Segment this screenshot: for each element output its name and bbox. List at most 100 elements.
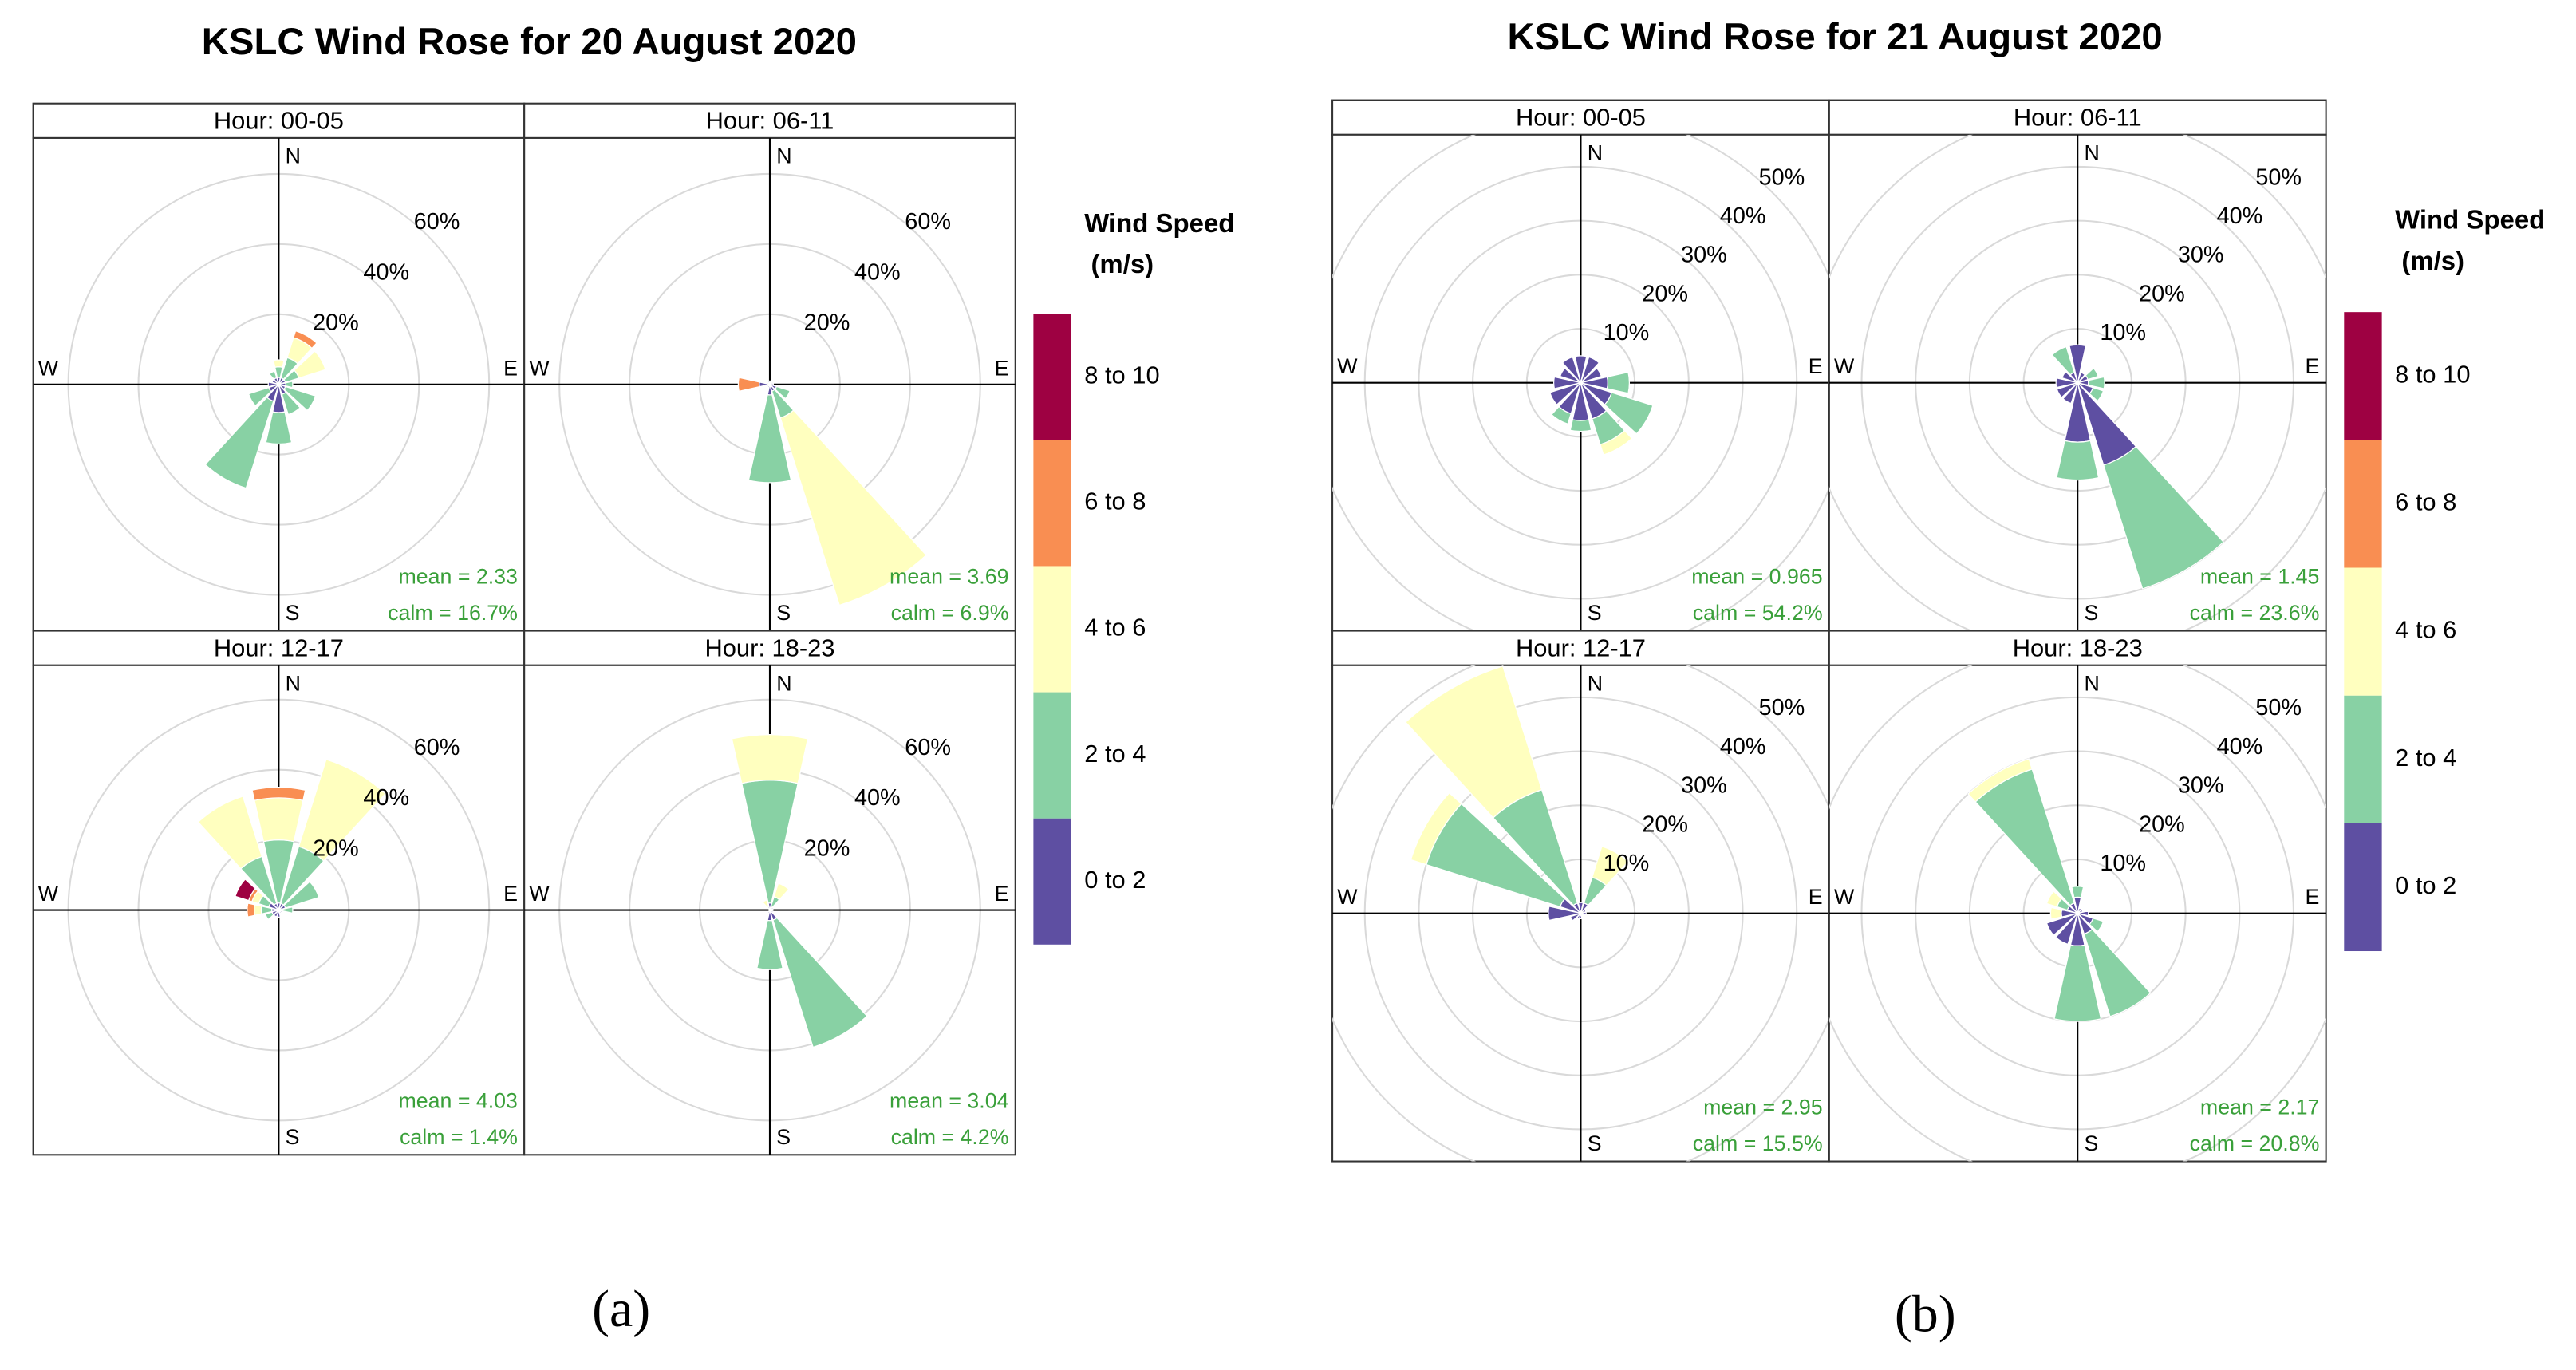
panel-plot: 20%40%60%: [33, 137, 525, 631]
panel-plot: 10% 20% 30% 40% 50%: [1828, 134, 2326, 631]
calm-label: calm = 15.5%: [1693, 1131, 1823, 1155]
wedge: [247, 386, 272, 407]
panel-title: Hour: 18-23: [2013, 634, 2143, 661]
wedge: [772, 917, 868, 1048]
ring-label: 30%: [1681, 773, 1727, 799]
wedge: [748, 393, 792, 484]
wedge: [235, 878, 257, 902]
wedge: [2061, 371, 2078, 384]
compass-n: N: [776, 144, 791, 168]
compass-n: N: [2084, 141, 2099, 165]
wedge: [769, 906, 774, 911]
wedge: [268, 370, 278, 381]
ring-label: 20%: [2139, 281, 2185, 306]
mean-label: mean = 1.45: [2200, 565, 2319, 589]
ring-label: 20%: [804, 835, 850, 861]
mean-label: mean = 0.965: [1691, 565, 1822, 589]
legend-swatch: [1033, 566, 1071, 693]
legend-label: 4 to 6: [1084, 614, 1146, 642]
wedge: [2085, 367, 2099, 381]
ring-label: 60%: [414, 209, 460, 235]
calm-label: calm = 23.6%: [2190, 601, 2320, 625]
compass-e: E: [1809, 885, 1823, 909]
ring-label: 40%: [1720, 734, 1766, 760]
legend-label: 2 to 4: [2395, 744, 2456, 772]
ring-label: 10%: [2100, 851, 2146, 876]
panel-title: Hour: 06-11: [706, 107, 834, 135]
wind-rose-figure: KSLC Wind Rose for 20 August 2020 (a) Hour…: [32, 21, 1234, 1338]
wedge: [267, 381, 279, 388]
wedge: [1410, 792, 1462, 866]
compass-w: W: [529, 882, 550, 906]
ring-label: 40%: [363, 785, 409, 811]
compass-w: W: [529, 356, 550, 380]
ring-label: 20%: [2139, 811, 2185, 837]
wedge: [2055, 377, 2078, 389]
legend-label: 0 to 2: [1084, 866, 1146, 894]
compass-w: W: [1834, 354, 1855, 378]
compass-s: S: [1588, 601, 1602, 625]
legend-swatch: [2344, 567, 2382, 696]
chart-title: KSLC Wind Rose for 20 August 2020: [202, 21, 857, 63]
wedge: [254, 904, 262, 916]
wedge: [1569, 913, 1581, 922]
legend: Wind Speed (m/s) 0 to 2 2 to 4 4 to 6 6 to 8 8…: [1033, 208, 1234, 945]
compass-e: E: [503, 882, 518, 906]
calm-label: calm = 16.7%: [388, 601, 518, 625]
wind-rose-figure: KSLC Wind Rose for 21 August 2020 (b) Hour…: [1331, 16, 2545, 1343]
wedge: [293, 350, 326, 379]
ring-label: 40%: [854, 785, 901, 811]
strip: [32, 102, 526, 139]
wedge: [285, 381, 294, 389]
compass-w: W: [1337, 885, 1358, 909]
compass-n: N: [286, 672, 301, 696]
legend-label: 6 to 8: [2395, 488, 2456, 516]
panel-title: Hour: 18-23: [704, 634, 834, 661]
calm-label: calm = 20.8%: [2190, 1131, 2320, 1155]
wedge: [254, 797, 304, 843]
ring-label: 20%: [1642, 281, 1688, 306]
ring-label: 10%: [2100, 320, 2146, 345]
wedge: [2056, 440, 2100, 481]
ring-label: 20%: [313, 310, 359, 336]
panel-plot: 20%40%60%: [33, 665, 525, 1155]
wedge: [204, 397, 274, 489]
wedge: [1967, 758, 2034, 803]
panel-title: Hour: 12-17: [1516, 634, 1646, 661]
compass-w: W: [1834, 885, 1855, 909]
wedge: [773, 882, 790, 901]
legend-swatch: [1033, 692, 1071, 819]
legend-swatch: [2344, 440, 2382, 568]
wedge: [2045, 913, 2078, 936]
wedge: [2051, 345, 2075, 376]
wedge: [756, 919, 783, 970]
legend-swatch: [1033, 818, 1071, 945]
legend-label: 8 to 10: [2395, 360, 2470, 388]
compass-w: W: [38, 882, 59, 906]
wedge: [762, 899, 770, 909]
ring-label: 50%: [2255, 695, 2302, 721]
wedge: [2083, 928, 2152, 1017]
wedge: [276, 910, 282, 918]
panel-plot: 20%40%60%: [524, 137, 1016, 631]
legend-label: 2 to 4: [1084, 740, 1146, 768]
wedge: [1606, 371, 1630, 394]
wedge: [281, 906, 294, 914]
wedge: [1559, 367, 1581, 384]
calm-label: calm = 4.2%: [891, 1125, 1009, 1149]
wedge: [2089, 387, 2105, 402]
wedge: [2077, 910, 2089, 917]
strip: [1828, 630, 2327, 666]
legend-label: 6 to 8: [1084, 488, 1146, 515]
wedge: [2103, 445, 2225, 590]
compass-e: E: [995, 356, 1009, 380]
wedge: [1405, 665, 1543, 819]
ring-label: 60%: [414, 735, 460, 760]
wedge: [2087, 376, 2105, 389]
